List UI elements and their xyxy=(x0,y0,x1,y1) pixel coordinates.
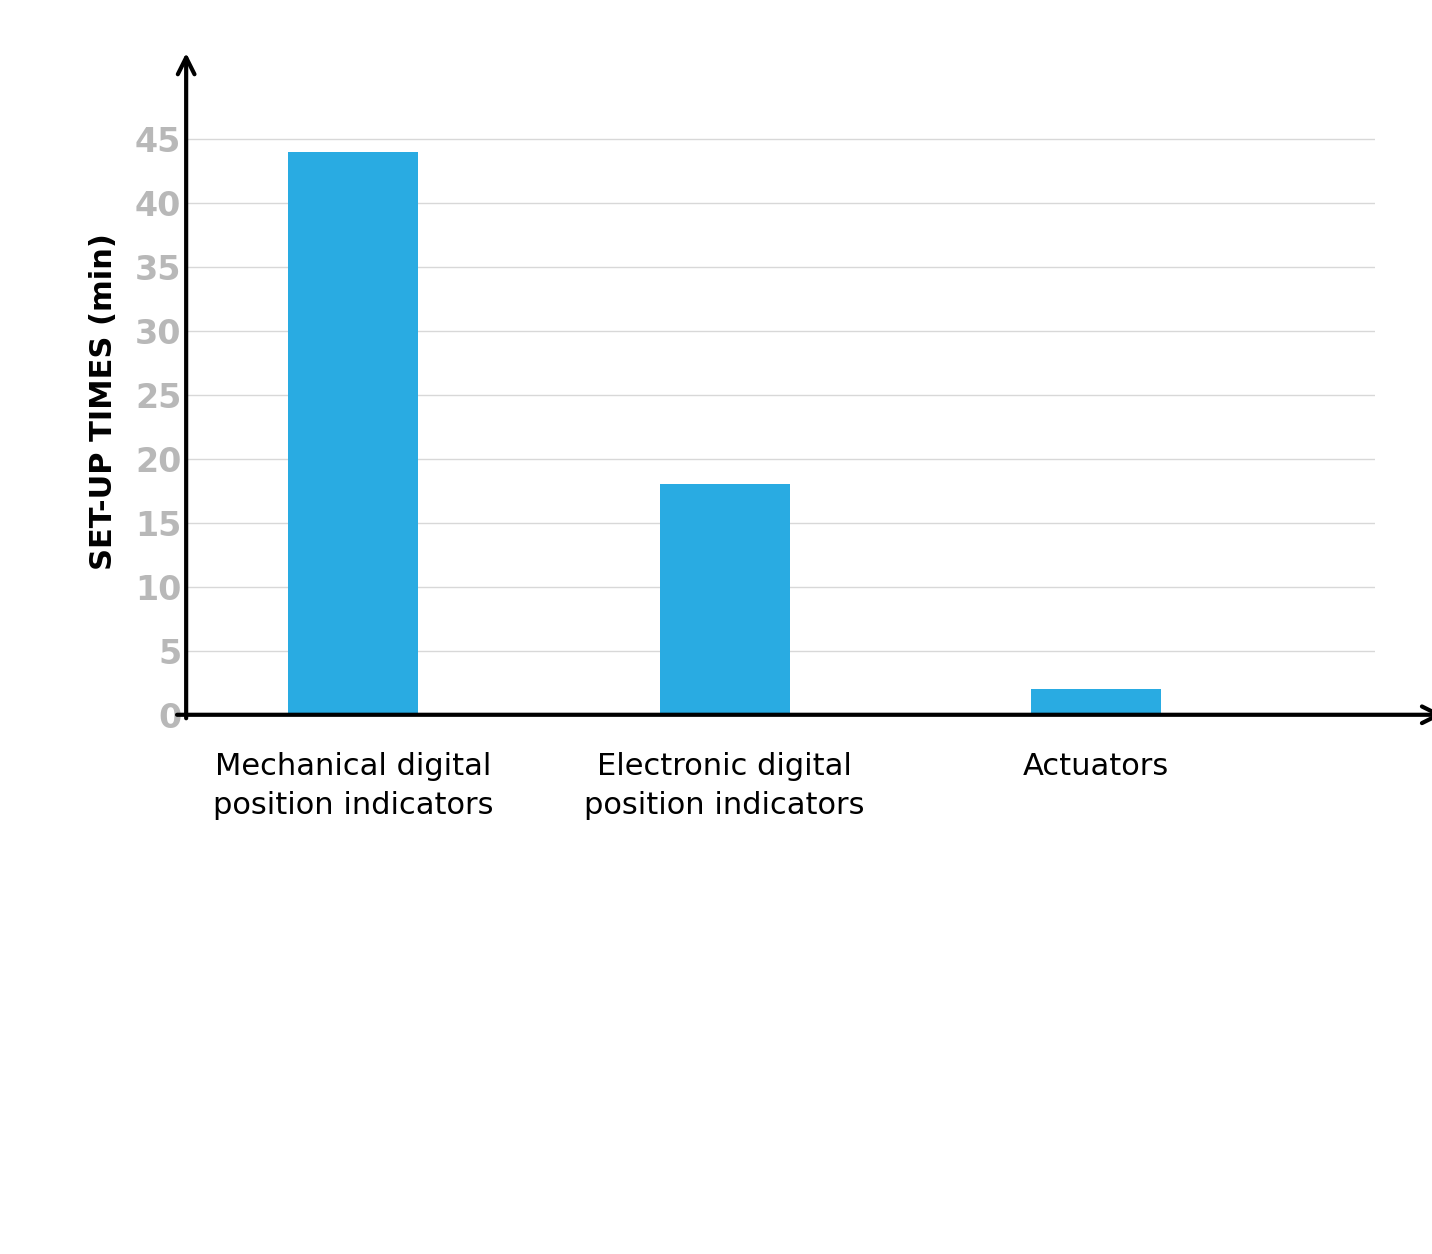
Bar xyxy=(1031,690,1161,715)
Bar xyxy=(660,484,789,715)
Y-axis label: SET-UP TIMES (min): SET-UP TIMES (min) xyxy=(89,233,117,569)
Text: Actuators: Actuators xyxy=(1022,752,1170,781)
Text: Mechanical digital
position indicators: Mechanical digital position indicators xyxy=(213,752,494,820)
Bar xyxy=(288,152,418,715)
Text: Electronic digital
position indicators: Electronic digital position indicators xyxy=(584,752,865,820)
